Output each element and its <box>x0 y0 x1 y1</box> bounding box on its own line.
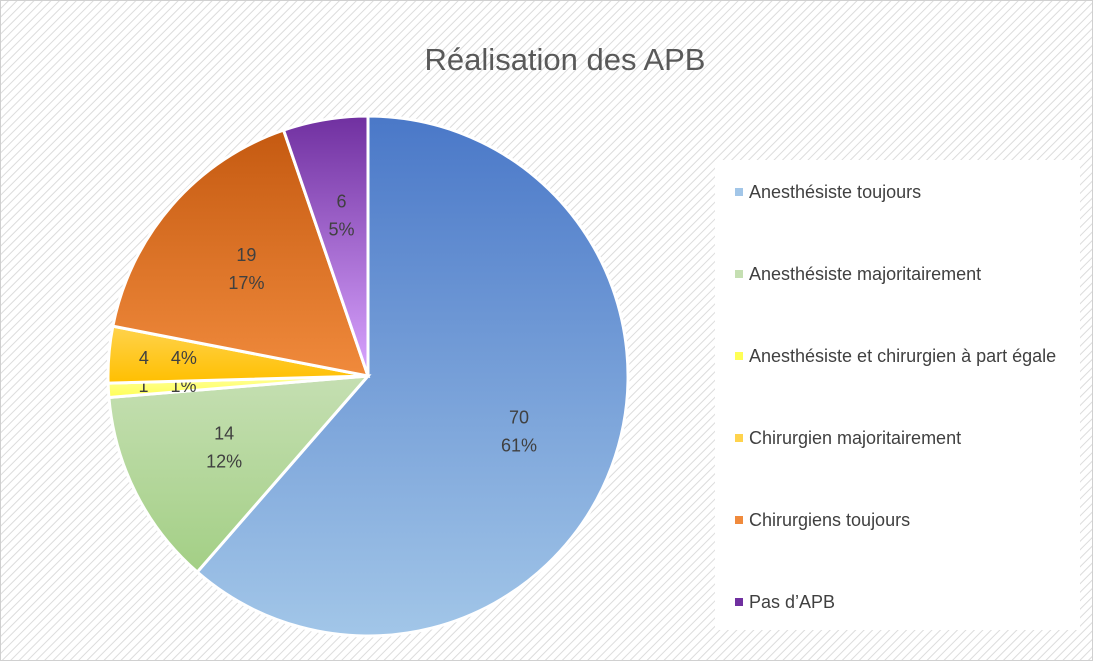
chart-title: Réalisation des APB <box>425 42 706 77</box>
legend-swatch <box>735 352 743 360</box>
legend-item: Anesthésiste et chirurgien à part égale <box>735 341 1075 371</box>
legend-label: Anesthésiste majoritairement <box>749 264 982 284</box>
legend-swatch <box>735 270 743 278</box>
data-label: 17% <box>228 273 264 293</box>
legend-swatch <box>735 516 743 524</box>
legend-label: Chirurgiens toujours <box>749 510 911 530</box>
legend: Anesthésiste toujours Anesthésiste majori… <box>715 160 1080 630</box>
legend-swatch <box>735 434 743 442</box>
legend-swatch <box>735 598 743 606</box>
legend-item: Chirurgiens toujours <box>735 505 1075 535</box>
legend-label: Anesthésiste toujours <box>749 182 922 202</box>
data-label: 14 <box>214 424 234 444</box>
data-label: 12% <box>206 452 242 472</box>
legend-label: Chirurgien majoritairement <box>749 428 962 448</box>
data-label: 61% <box>501 435 537 455</box>
legend-item: Chirurgien majoritairement <box>735 423 1075 453</box>
legend-item: Pas d’APB <box>735 587 1075 617</box>
pie-slice <box>107 374 372 575</box>
legend-label: Pas d’APB <box>749 592 836 612</box>
data-label: 70 <box>509 407 529 427</box>
data-label: 4 <box>139 348 149 368</box>
data-label: 4% <box>171 348 197 368</box>
legend-label: Anesthésiste et chirurgien à part égale <box>749 346 1057 366</box>
data-label: 19 <box>236 245 256 265</box>
legend-swatch <box>735 188 743 196</box>
pie-slice <box>281 114 370 377</box>
data-label: 6 <box>336 192 346 212</box>
data-label: 1 <box>139 376 149 396</box>
legend-item: Anesthésiste majoritairement <box>735 259 1075 289</box>
pie-slice <box>195 114 630 638</box>
legend-item: Anesthésiste toujours <box>735 177 1075 207</box>
data-label: 5% <box>328 220 354 240</box>
